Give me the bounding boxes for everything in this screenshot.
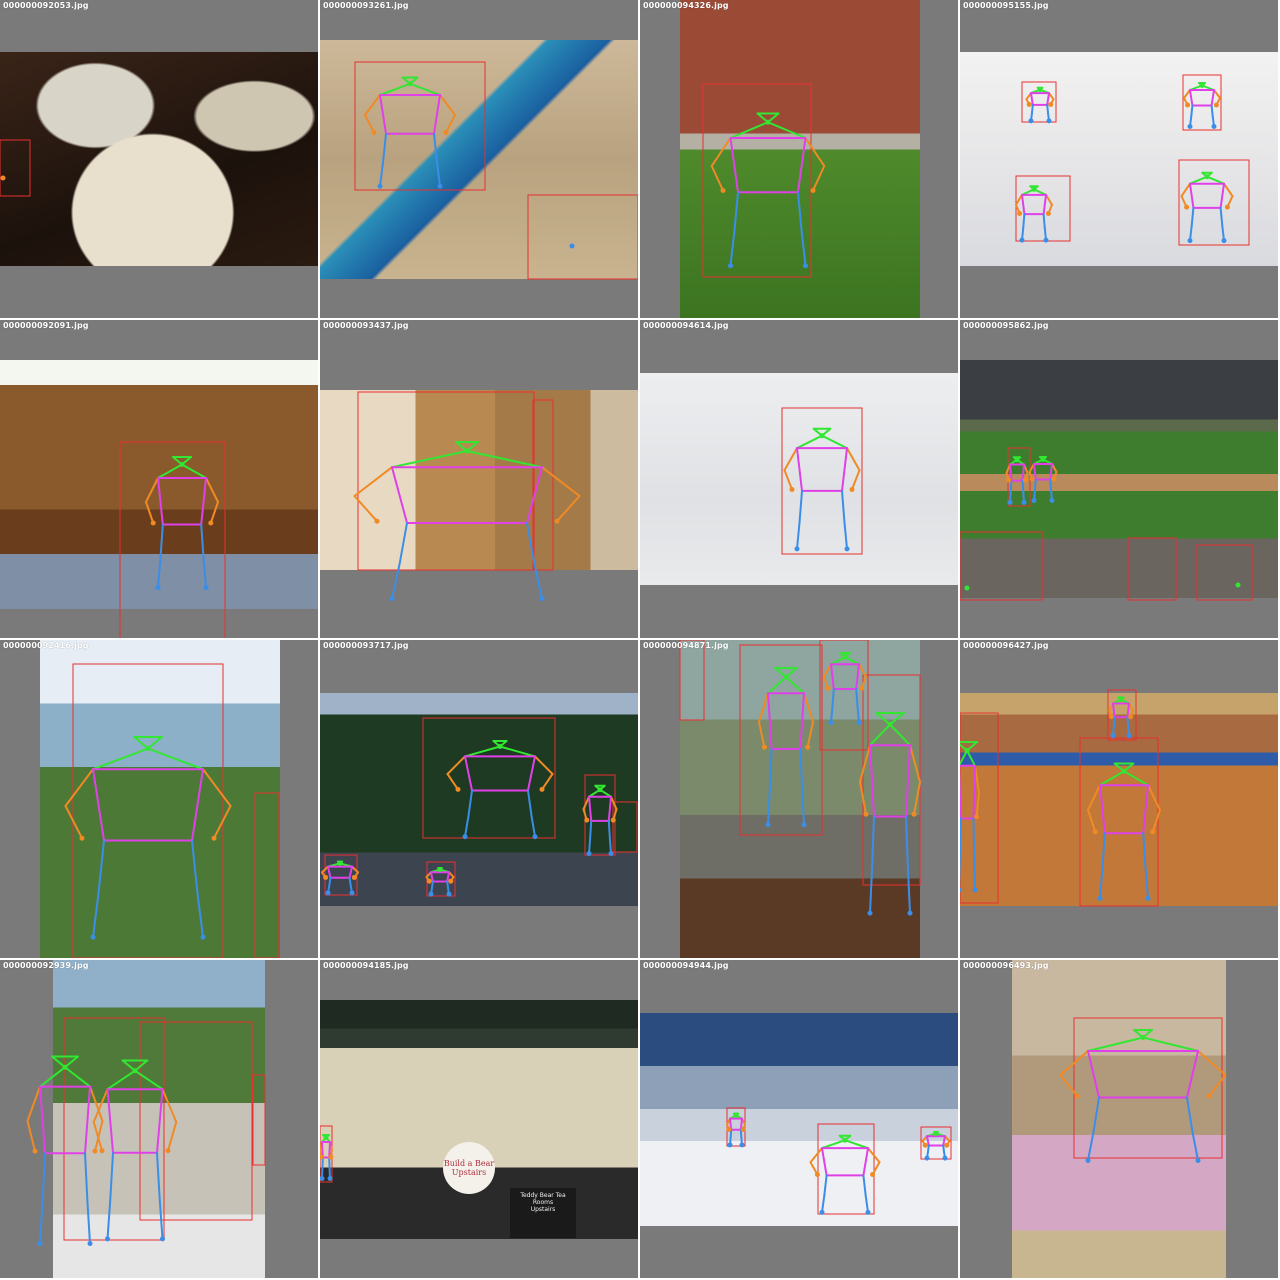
skeleton-limb	[39, 1085, 46, 1155]
image-tile: 000000092053.jpg	[0, 0, 318, 318]
sign-line-2: Upstairs	[451, 1168, 487, 1177]
image-tile: 000000092416.jpg	[0, 640, 318, 958]
image-tile: 000000094326.jpg	[640, 0, 958, 318]
image-tile: 000000092091.jpg	[0, 320, 318, 638]
skeleton-limb	[26, 1085, 41, 1122]
tile-filename: 000000094326.jpg	[643, 1, 729, 10]
people-on-sandy-beach-with-kite-photo	[320, 40, 638, 279]
tile-filename: 000000096427.jpg	[963, 641, 1049, 650]
man-in-suit-by-lake-photo	[40, 640, 280, 958]
tile-filename: 000000094185.jpg	[323, 961, 409, 970]
image-tile: 000000092939.jpg	[0, 960, 318, 1278]
child-on-sofa-photo	[1012, 960, 1226, 1278]
image-tile: 000000095155.jpg	[960, 0, 1278, 318]
tile-filename: 000000094614.jpg	[643, 321, 729, 330]
image-tile: 000000094614.jpg	[640, 320, 958, 638]
image-tile: 000000096493.jpg	[960, 960, 1278, 1278]
skeleton-keypoint	[539, 596, 545, 602]
skeleton-keypoint	[37, 1241, 43, 1247]
baseball-stadium-photo	[960, 360, 1278, 598]
tile-filename: 000000092053.jpg	[3, 1, 89, 10]
tea-rooms-board: Teddy Bear Tea Rooms Upstairs	[510, 1188, 576, 1238]
image-tile: 000000094185.jpg Build a Bear Upstairs Tedd…	[320, 960, 638, 1278]
tile-filename: 000000093261.jpg	[323, 1, 409, 10]
board-subtitle: Upstairs	[530, 1206, 556, 1213]
image-tile: 000000095862.jpg	[960, 320, 1278, 638]
skeleton-keypoint	[32, 1148, 38, 1154]
tile-filename: 000000092091.jpg	[3, 321, 89, 330]
plates-of-food-on-table-photo	[0, 52, 318, 266]
children-playing-tennis-photo	[960, 693, 1278, 906]
skeleton-limb	[41, 1152, 46, 1204]
tile-filename: 000000092416.jpg	[3, 641, 89, 650]
tile-filename: 000000094871.jpg	[643, 641, 729, 650]
skiers-in-mountains-photo	[640, 1013, 958, 1226]
skier-on-slope-photo	[640, 373, 958, 585]
tile-filename: 000000093717.jpg	[323, 641, 409, 650]
skeleton-keypoint	[389, 596, 395, 602]
tile-filename: 000000093437.jpg	[323, 321, 409, 330]
image-tile: 000000093261.jpg	[320, 0, 638, 318]
image-tile: 000000093717.jpg	[320, 640, 638, 958]
skeleton-limb	[26, 1120, 36, 1153]
tile-filename: 000000095155.jpg	[963, 1, 1049, 10]
teddy-bear-shop-front-photo	[320, 1000, 638, 1239]
snowboarder-sequence-photo	[960, 52, 1278, 266]
sign-line-1: Build a Bear	[443, 1159, 495, 1168]
tile-filename: 000000096493.jpg	[963, 961, 1049, 970]
board-title: Teddy Bear Tea Rooms	[520, 1192, 566, 1206]
build-a-bear-sign: Build a Bear Upstairs	[443, 1142, 495, 1194]
people-with-sheep-photo	[680, 640, 920, 958]
skateboarder-jump-collage-photo	[320, 693, 638, 906]
couple-cutting-wedding-cake-photo	[53, 960, 265, 1278]
man-in-kitchen-photo	[320, 390, 638, 570]
image-tile: 000000094944.jpg	[640, 960, 958, 1278]
child-in-living-room-photo	[0, 360, 318, 609]
tile-filename: 000000092939.jpg	[3, 961, 89, 970]
tile-filename: 000000095862.jpg	[963, 321, 1049, 330]
image-tile: 000000096427.jpg	[960, 640, 1278, 958]
image-tile: 000000094871.jpg	[640, 640, 958, 958]
skeleton-limb	[39, 1201, 44, 1245]
tile-filename: 000000094944.jpg	[643, 961, 729, 970]
image-tile: 000000093437.jpg	[320, 320, 638, 638]
person-with-newspaper-on-bench-photo	[680, 0, 920, 318]
